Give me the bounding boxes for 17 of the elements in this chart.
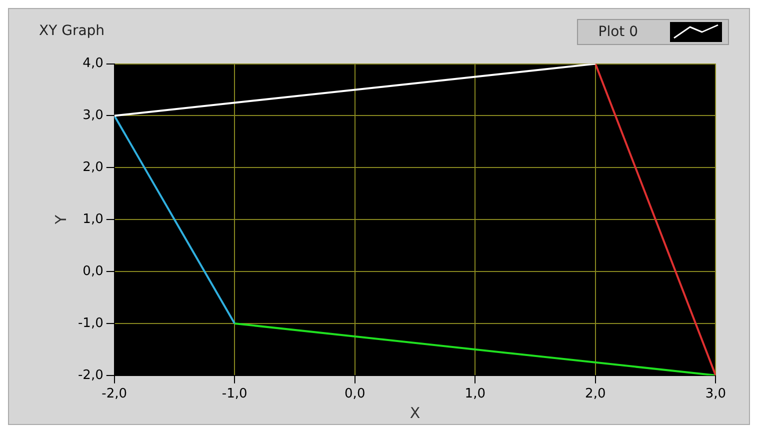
x-axis-title: X: [410, 404, 420, 422]
y-tick-label: 1,0: [82, 212, 104, 227]
y-tick-label: 2,0: [82, 160, 104, 176]
y-tick-label: -2,0: [78, 368, 104, 383]
x-tick-label: 2,0: [585, 386, 606, 402]
y-tick-label: 4,0: [82, 56, 104, 72]
x-tick-label: 3,0: [705, 386, 726, 402]
x-tick-label: -1,0: [222, 386, 248, 402]
y-tick-label: -1,0: [78, 316, 104, 331]
x-tick-label: -2,0: [102, 386, 128, 402]
chart-title: XY Graph: [39, 23, 105, 39]
y-tick-label: 3,0: [82, 108, 104, 124]
y-axis-title: Y: [52, 214, 70, 226]
series-label: Plot 0: [597, 24, 639, 40]
x-tick-label: 0,0: [344, 386, 366, 402]
y-tick-label: 0,0: [82, 264, 104, 279]
x-tick-label: 1,0: [464, 386, 486, 402]
